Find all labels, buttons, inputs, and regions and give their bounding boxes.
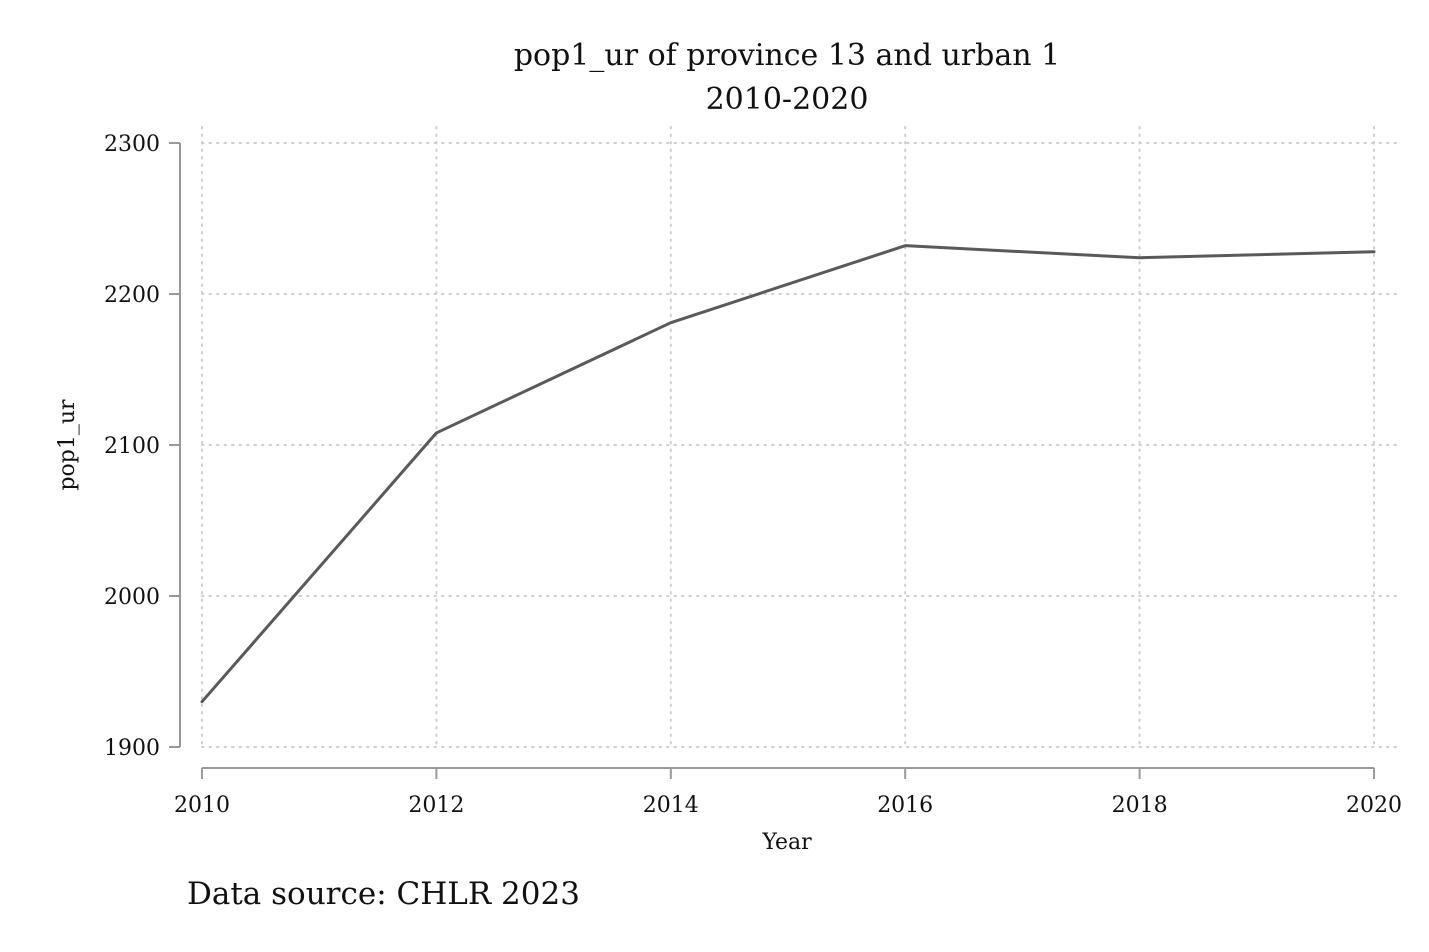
gridlines: [201, 126, 1397, 748]
x-tick-label: 2012: [408, 793, 464, 818]
x-axis-title: Year: [761, 830, 812, 855]
y-tick-label: 2200: [104, 283, 160, 308]
y-tick-label: 2100: [104, 434, 160, 459]
x-tick-label: 2020: [1346, 793, 1402, 818]
x-axis-ticks: 2010 2012 2014 2016 2018 2020: [174, 768, 1402, 818]
axes: [179, 143, 1374, 769]
chart-subtitle: 2010-2020: [706, 82, 869, 117]
series-layer: [200, 244, 1376, 704]
y-tick-label: 2000: [104, 585, 160, 610]
x-tick-label: 2016: [877, 793, 933, 818]
y-axis-title: pop1_ur: [55, 399, 80, 491]
x-tick-label: 2014: [643, 793, 699, 818]
x-tick-label: 2018: [1112, 793, 1168, 818]
series-line: [200, 244, 1376, 704]
chart-title: pop1_ur of province 13 and urban 1: [514, 38, 1060, 73]
y-tick-label: 2300: [104, 132, 160, 157]
x-tick-label: 2010: [174, 793, 230, 818]
y-axis-ticks: 1900 2000 2100 2200 2300: [104, 132, 180, 761]
data-source-note: Data source: CHLR 2023: [187, 876, 580, 912]
y-tick-label: 1900: [104, 736, 160, 761]
